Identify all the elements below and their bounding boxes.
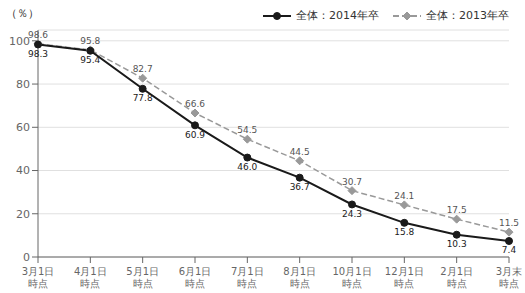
svg-text:66.6: 66.6	[185, 99, 205, 109]
svg-text:11.5: 11.5	[499, 218, 517, 228]
svg-text:10月1日時点: 10月1日時点	[332, 266, 371, 289]
svg-text:0: 0	[23, 251, 30, 264]
svg-text:44.5: 44.5	[290, 147, 310, 157]
svg-text:100: 100	[9, 35, 30, 48]
svg-text:7.4: 7.4	[502, 245, 517, 255]
html-text:全体：2013年卒: 全体：2013年卒	[426, 9, 509, 22]
svg-text:20: 20	[16, 208, 30, 221]
svg-text:46.0: 46.0	[237, 162, 257, 172]
html-text:全体：2014年卒: 全体：2014年卒	[296, 9, 379, 22]
svg-text:40: 40	[16, 164, 30, 177]
svg-text:15.8: 15.8	[394, 227, 414, 237]
svg-text:24.1: 24.1	[394, 191, 414, 201]
svg-text:12月1日時点: 12月1日時点	[385, 266, 424, 289]
svg-text:17.5: 17.5	[447, 205, 467, 215]
svg-text:98.3: 98.3	[28, 49, 48, 59]
svg-text:7月1日時点: 7月1日時点	[231, 266, 264, 289]
svg-text:8月1日時点: 8月1日時点	[283, 266, 316, 289]
svg-text:30.7: 30.7	[342, 177, 362, 187]
svg-text:95.4: 95.4	[80, 55, 100, 65]
svg-text:36.7: 36.7	[290, 182, 310, 192]
svg-text:60: 60	[16, 121, 30, 134]
svg-text:5月1日時点: 5月1日時点	[126, 266, 159, 289]
svg-text:3月末時点: 3月末時点	[496, 266, 517, 289]
svg-text:95.8: 95.8	[80, 36, 100, 46]
svg-text:82.7: 82.7	[133, 64, 153, 74]
svg-text:6月1日時点: 6月1日時点	[179, 266, 212, 289]
svg-text:80: 80	[16, 78, 30, 91]
svg-text:60.9: 60.9	[185, 130, 205, 140]
svg-text:2月1日時点: 2月1日時点	[440, 266, 473, 289]
svg-text:24.3: 24.3	[342, 209, 362, 219]
svg-text:54.5: 54.5	[237, 125, 257, 135]
svg-text:10.3: 10.3	[447, 239, 467, 249]
svg-text:77.8: 77.8	[133, 93, 153, 103]
svg-text:98.6: 98.6	[28, 30, 48, 40]
svg-text:3月1日時点: 3月1日時点	[22, 266, 55, 289]
svg-text:4月1日時点: 4月1日時点	[74, 266, 107, 289]
